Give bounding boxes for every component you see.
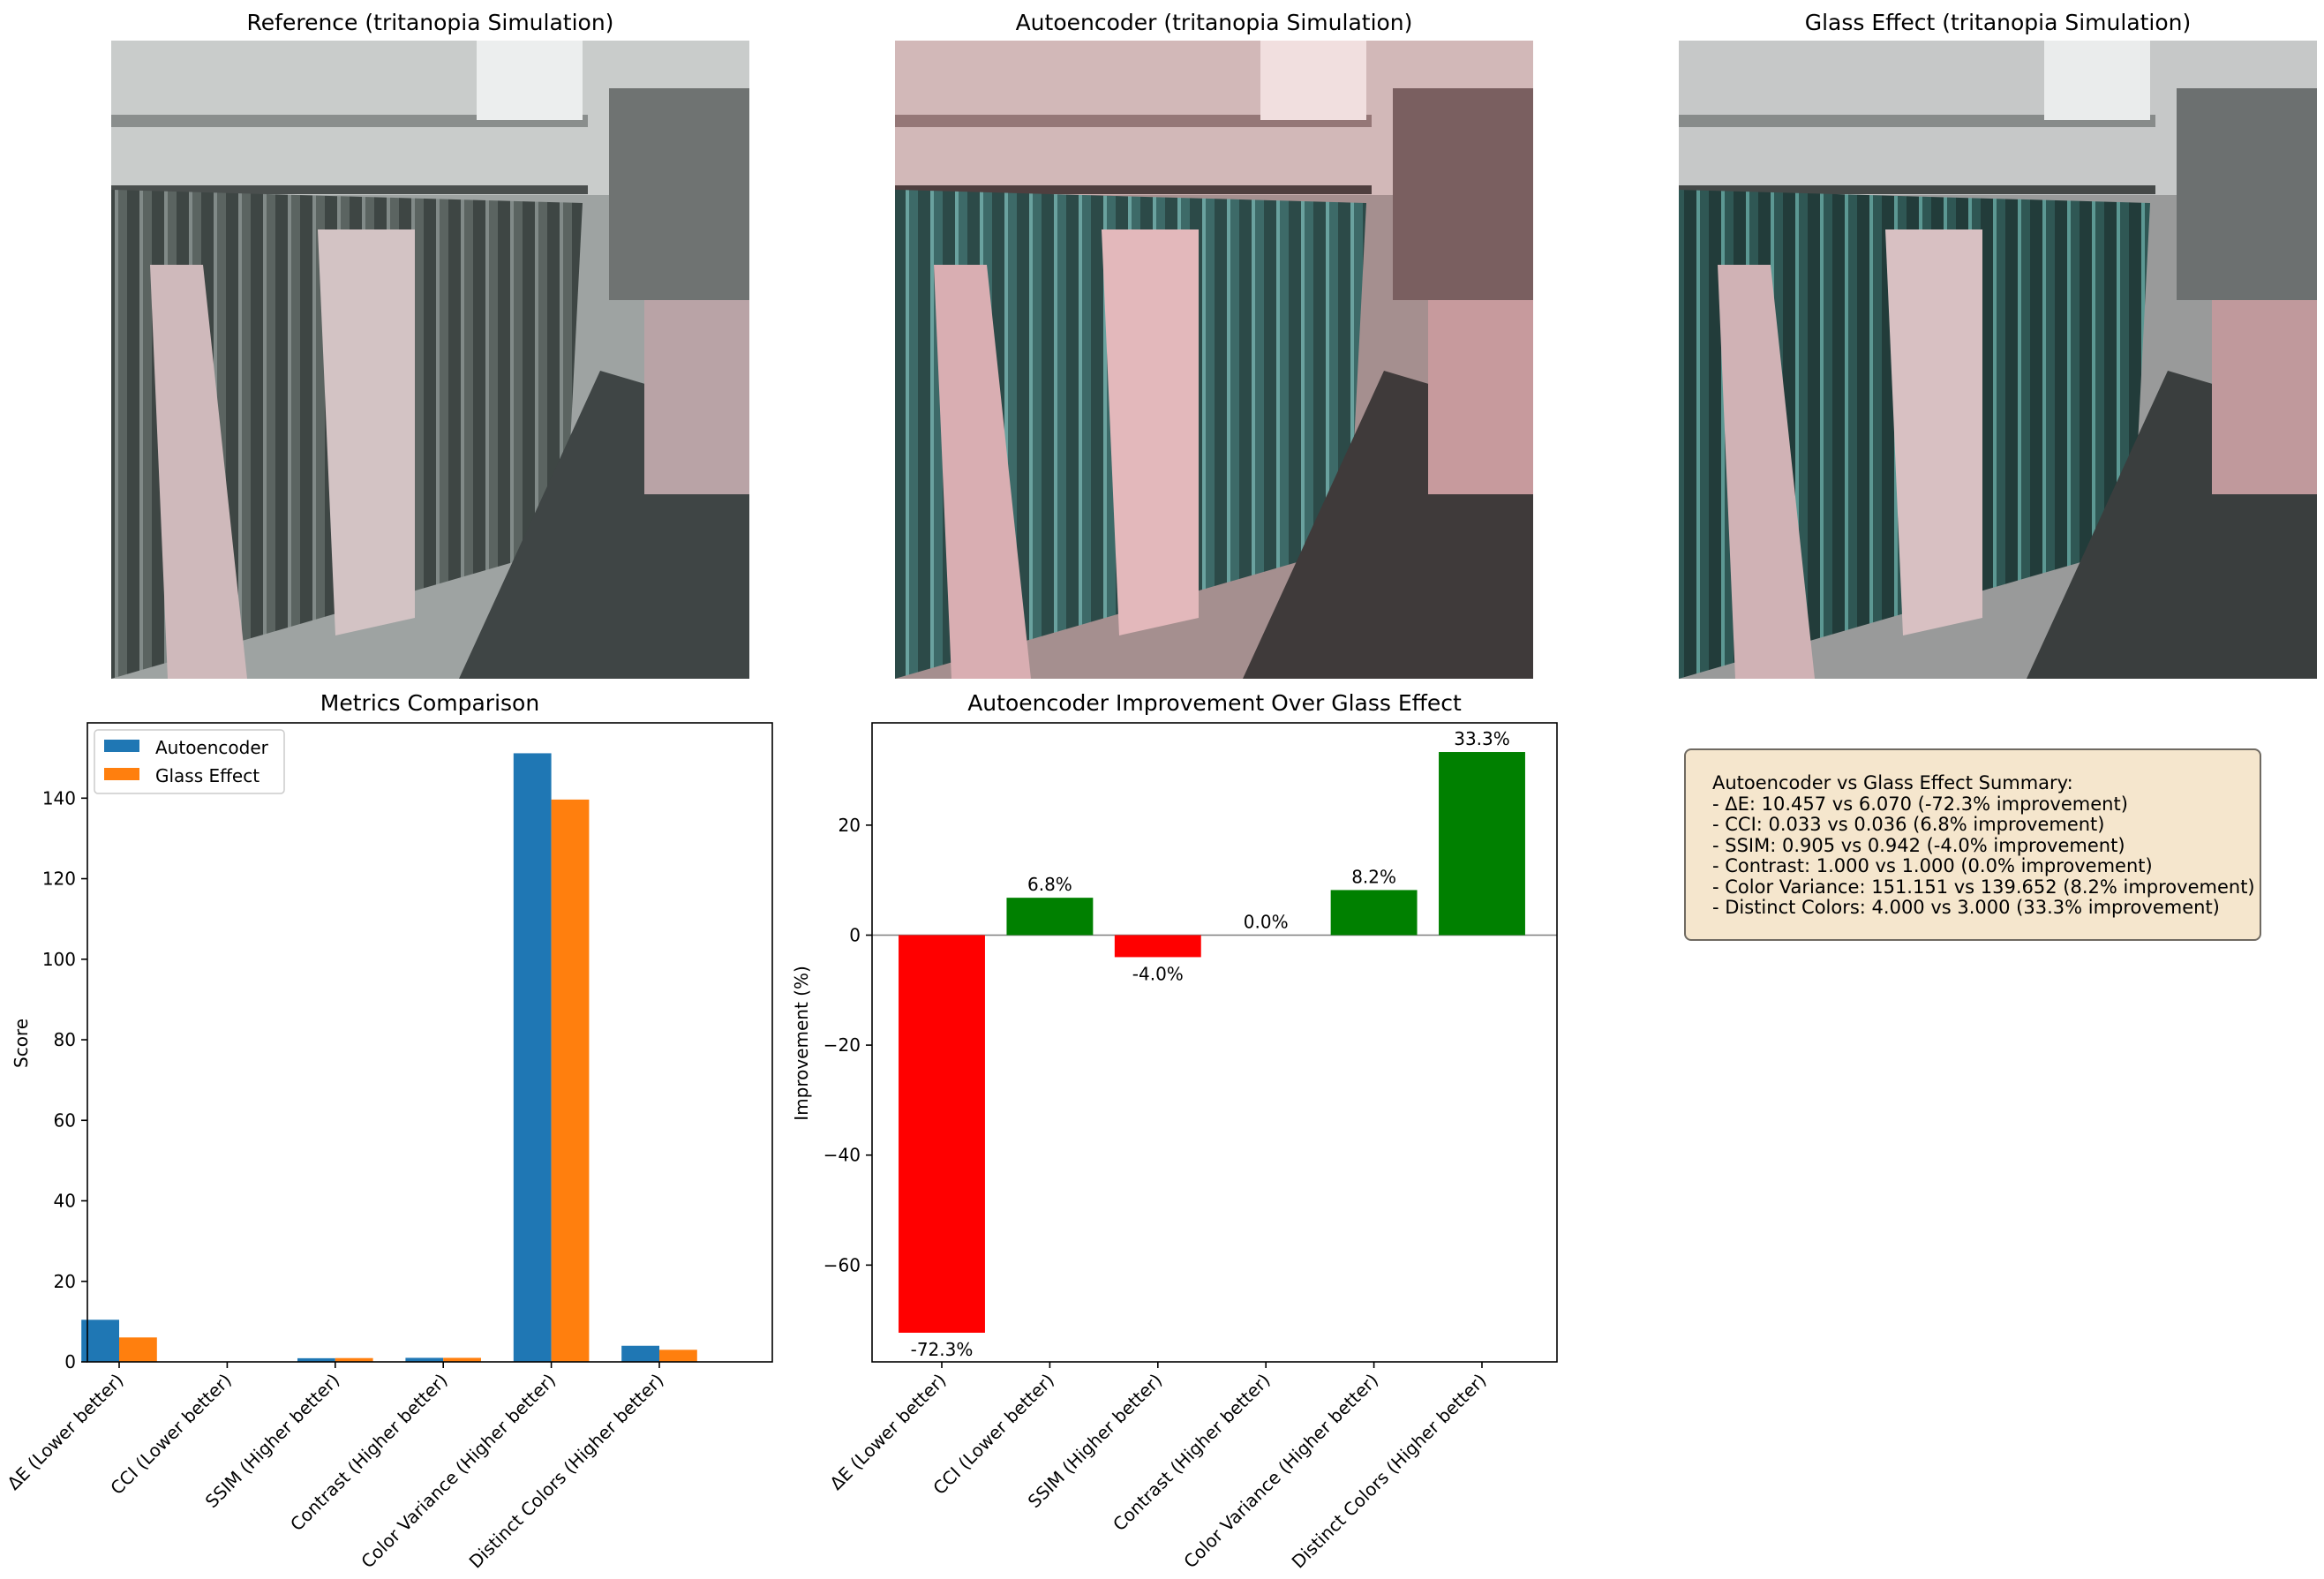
bar-value-label: 8.2% (1351, 866, 1396, 887)
chart2-title: Autoencoder Improvement Over Glass Effec… (967, 690, 1462, 716)
x-tick-label: Distinct Colors (Higher better) (1288, 1370, 1491, 1573)
bar-value-label: 0.0% (1244, 912, 1289, 933)
x-tick-label: Distinct Colors (Higher better) (465, 1370, 668, 1573)
y-tick-label: 0 (64, 1351, 76, 1372)
chart2-y-axis: 20 0 −20 −40 −60 (824, 815, 872, 1275)
y-tick-label: 100 (42, 949, 76, 970)
bar-autoencoder (513, 753, 552, 1362)
chart2-frame (871, 722, 1558, 1363)
bar-autoencoder (405, 1357, 444, 1362)
summary-line-color-variance: - Color Variance: 151.151 vs 139.652 (8.… (1712, 876, 2255, 898)
improvement-bar (1439, 752, 1525, 936)
y-tick-label: −40 (824, 1145, 861, 1166)
y-tick-label: 120 (42, 868, 76, 890)
legend-box (94, 729, 285, 794)
glass-effect-image (1679, 41, 2317, 679)
chart2-bars: -72.3% 6.8% -4.0% 0.0% 8.2% 33.3% (899, 728, 1525, 1360)
chart2-x-axis: ΔE (Lower better)CCI (Lower better)SSIM … (825, 1362, 1491, 1573)
bar-value-label: -4.0% (1132, 963, 1184, 984)
y-tick-label: 0 (849, 925, 861, 946)
bar-glass-effect (443, 1357, 481, 1362)
chart2-ylabel: Improvement (%) (791, 966, 812, 1121)
reference-image (111, 41, 749, 679)
x-tick-label: Color Variance (Higher better) (1179, 1370, 1382, 1573)
improvement-chart: Autoencoder Improvement Over Glass Effec… (791, 690, 1558, 1573)
autoencoder-image-title: Autoencoder (tritanopia Simulation) (1016, 10, 1413, 35)
y-tick-label: 40 (54, 1191, 76, 1212)
bar-autoencoder (297, 1357, 335, 1362)
x-tick-label: Color Variance (Higher better) (357, 1370, 560, 1573)
bar-value-label: 33.3% (1454, 728, 1510, 749)
summary-line-cci: - CCI: 0.033 vs 0.036 (6.8% improvement) (1712, 814, 2105, 835)
bar-value-label: 6.8% (1027, 874, 1072, 895)
improvement-bar (899, 935, 985, 1333)
chart1-bars (81, 753, 697, 1362)
summary-line-delta-e: - ΔE: 10.457 vs 6.070 (-72.3% improvemen… (1712, 793, 2128, 815)
improvement-bar (1006, 898, 1094, 936)
chart1-ylabel: Score (11, 1019, 32, 1068)
chart1-frame (86, 722, 773, 1363)
y-tick-label: 80 (54, 1029, 76, 1050)
summary-box: Autoencoder vs Glass Effect Summary: - Δ… (1684, 748, 2261, 941)
summary-line-distinct-colors: - Distinct Colors: 4.000 vs 3.000 (33.3%… (1712, 897, 2220, 918)
bar-glass-effect (659, 1350, 697, 1362)
summary-line-contrast: - Contrast: 1.000 vs 1.000 (0.0% improve… (1712, 855, 2153, 876)
chart1-y-axis: 0 20 40 60 80 100 120 140 (42, 787, 87, 1372)
chart1-legend: Autoencoder Glass Effect (94, 729, 285, 794)
y-tick-label: −60 (824, 1254, 861, 1275)
legend-swatch-autoencoder (104, 740, 139, 752)
x-tick-label: ΔE (Lower better) (825, 1370, 950, 1494)
metrics-comparison-chart: Metrics Comparison Score 0 20 40 60 80 100 120… (3, 690, 773, 1573)
reference-image-title: Reference (tritanopia Simulation) (247, 10, 614, 35)
autoencoder-image (895, 41, 1533, 679)
y-tick-label: 20 (839, 815, 861, 836)
glass-effect-image-title: Glass Effect (tritanopia Simulation) (1805, 10, 2192, 35)
summary-line-ssim: - SSIM: 0.905 vs 0.942 (-4.0% improvemen… (1712, 834, 2125, 856)
legend-swatch-glass-effect (104, 768, 139, 780)
y-tick-label: −20 (824, 1034, 861, 1056)
legend-label-glass-effect: Glass Effect (155, 765, 259, 786)
x-tick-label: CCI (Lower better) (106, 1370, 236, 1500)
bar-glass-effect (335, 1357, 373, 1362)
bar-glass-effect (119, 1337, 157, 1362)
summary-heading: Autoencoder vs Glass Effect Summary: (1712, 772, 2073, 793)
bar-autoencoder (621, 1345, 659, 1362)
chart1-title: Metrics Comparison (320, 690, 539, 716)
legend-label-autoencoder: Autoencoder (155, 737, 269, 758)
y-tick-label: 20 (54, 1271, 76, 1292)
y-tick-label: 140 (42, 787, 76, 808)
x-tick-label: ΔE (Lower better) (3, 1370, 127, 1494)
bar-glass-effect (551, 799, 590, 1362)
improvement-bar (1114, 935, 1201, 958)
bar-value-label: -72.3% (911, 1339, 974, 1360)
chart1-x-axis: ΔE (Lower better)CCI (Lower better)SSIM … (3, 1362, 668, 1573)
y-tick-label: 60 (54, 1109, 76, 1131)
improvement-bar (1330, 890, 1418, 936)
x-tick-label: CCI (Lower better) (929, 1370, 1058, 1500)
